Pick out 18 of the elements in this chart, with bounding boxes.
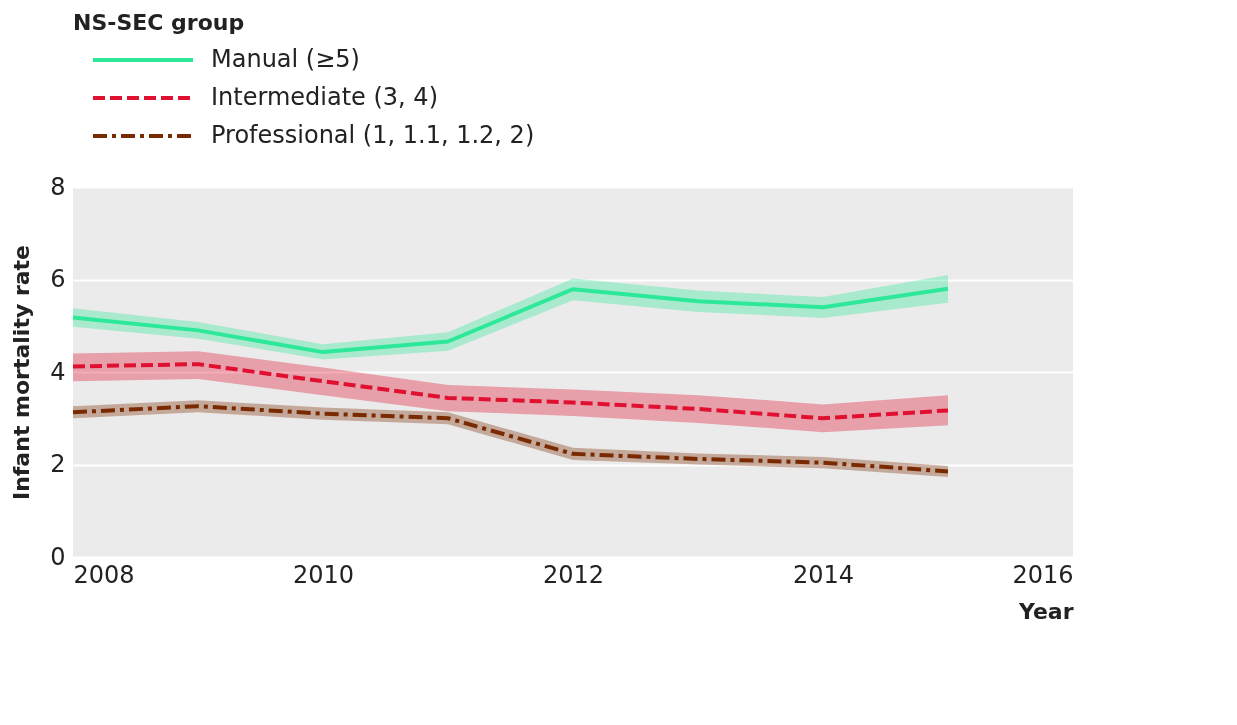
x-tick-label: 2010: [292, 560, 355, 589]
y-tick-label: 8: [50, 172, 66, 201]
x-tick-label: 2016: [1012, 560, 1074, 589]
legend-label: Intermediate (3, 4): [211, 83, 438, 111]
x-tick-label: 2014: [792, 560, 855, 589]
legend-label: Manual (≥5): [211, 45, 360, 73]
y-tick-label: 2: [50, 450, 66, 478]
line-series: [71, 362, 950, 421]
line-series: [71, 286, 950, 355]
x-tick-label: 2012: [542, 560, 605, 589]
y-tick-label: 4: [50, 357, 66, 386]
y-tick-label: 0: [50, 542, 66, 571]
y-tick-label: 6: [50, 265, 66, 293]
y-axis-title: Infant mortality rate: [9, 244, 35, 501]
x-tick-label: 2008: [73, 560, 135, 589]
legend-label: Professional (1, 1.1, 1.2, 2): [211, 121, 535, 149]
legend-title: NS-SEC group: [73, 10, 245, 35]
x-axis-title: Year: [1017, 598, 1074, 624]
